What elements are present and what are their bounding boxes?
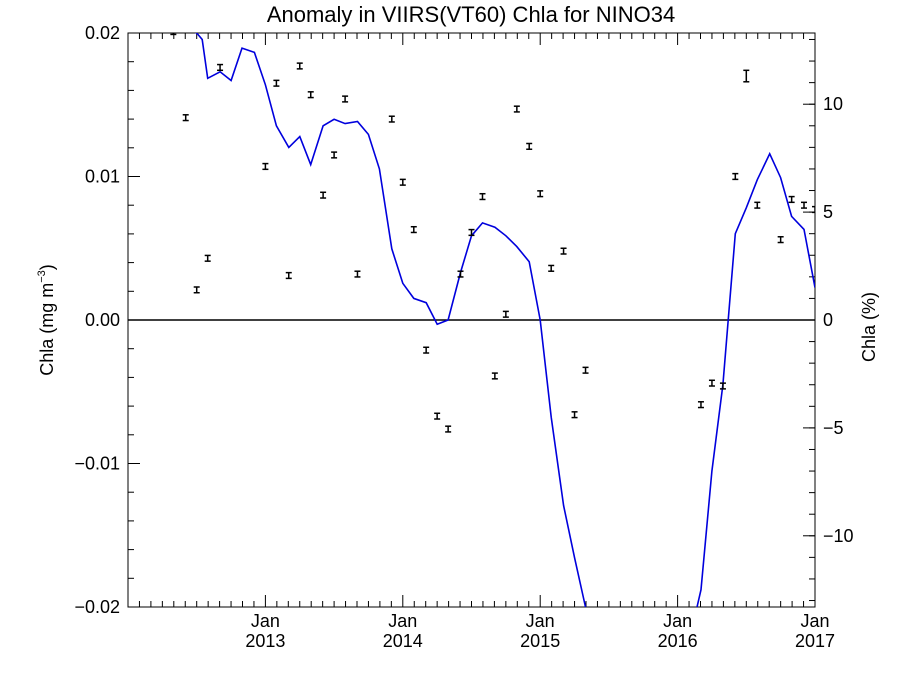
y-axis-left-label: Chla (mg m−3) (36, 264, 57, 376)
data-point (262, 162, 269, 171)
data-point (743, 69, 750, 83)
data-point (354, 270, 361, 278)
data-point (719, 382, 726, 390)
data-point (410, 225, 417, 234)
data-point (732, 172, 739, 181)
data-point (320, 191, 327, 199)
x-tick-year: 2013 (245, 631, 285, 651)
data-point (777, 236, 784, 244)
data-point (170, 33, 177, 36)
data-point (513, 105, 520, 113)
data-point (445, 425, 452, 433)
y-right-tick-label: −5 (823, 418, 844, 438)
data-point (801, 201, 808, 209)
data-point (423, 346, 430, 354)
data-point (548, 264, 555, 272)
y-right-tick-label: 5 (823, 202, 833, 222)
data-point (296, 62, 303, 70)
y-left-tick-label: 0.01 (85, 167, 120, 187)
data-point (754, 201, 761, 209)
y-left-tick-label: 0.00 (85, 310, 120, 330)
data-point (342, 95, 349, 103)
data-point (217, 63, 224, 72)
data-point (571, 411, 578, 419)
data-point (285, 271, 292, 280)
chart-title: Anomaly in VIIRS(VT60) Chla for NINO34 (267, 2, 675, 27)
data-point (434, 412, 441, 420)
data-point (502, 310, 509, 318)
y-axis-left: 0.02 0.01 0.00 −0.01 −0.02 (74, 23, 140, 617)
x-tick-month: Jan (526, 611, 555, 631)
data-point (697, 401, 704, 409)
x-tick-month: Jan (388, 611, 417, 631)
x-tick-year: 2014 (383, 631, 423, 651)
data-point (582, 366, 589, 374)
percent-anomaly-series (194, 33, 815, 607)
y-left-tick-label: −0.01 (74, 454, 120, 474)
x-tick-month: Jan (663, 611, 692, 631)
y-axis-left-label-superscript: −3 (36, 270, 48, 283)
y-left-tick-label: −0.02 (74, 597, 120, 617)
y-axis-right-label: Chla (%) (859, 292, 879, 362)
data-point (273, 79, 280, 87)
data-point (182, 114, 189, 122)
x-tick-month: Jan (251, 611, 280, 631)
x-tick-year: 2015 (520, 631, 560, 651)
data-point (812, 205, 815, 214)
data-point (479, 192, 486, 201)
y-axis-left-label-close: ) (37, 264, 57, 270)
data-point (193, 286, 200, 294)
data-point (204, 254, 211, 262)
y-right-tick-label: 10 (823, 94, 843, 114)
y-axis-left-label-text: Chla (mg m (37, 283, 57, 376)
y-left-tick-label: 0.02 (85, 23, 120, 43)
data-point (399, 178, 406, 186)
chla-anomaly-series (170, 33, 815, 433)
data-point (468, 228, 475, 237)
data-point (457, 270, 464, 278)
plot-area (170, 33, 815, 607)
data-point (560, 247, 567, 255)
data-point (788, 195, 795, 204)
data-point (708, 379, 715, 387)
data-point (307, 91, 314, 99)
x-tick-year: 2016 (658, 631, 698, 651)
data-point (388, 115, 395, 123)
data-point (491, 372, 498, 380)
x-tick-year: 2017 (795, 631, 835, 651)
data-point (526, 142, 533, 150)
percent-anomaly-line (194, 33, 815, 607)
data-point (331, 151, 338, 159)
y-right-tick-label: 0 (823, 310, 833, 330)
y-right-tick-label: −10 (823, 526, 854, 546)
data-point (537, 190, 544, 198)
y-axis-right: 10 5 0 −5 −10 (803, 38, 854, 602)
x-tick-month: Jan (800, 611, 829, 631)
